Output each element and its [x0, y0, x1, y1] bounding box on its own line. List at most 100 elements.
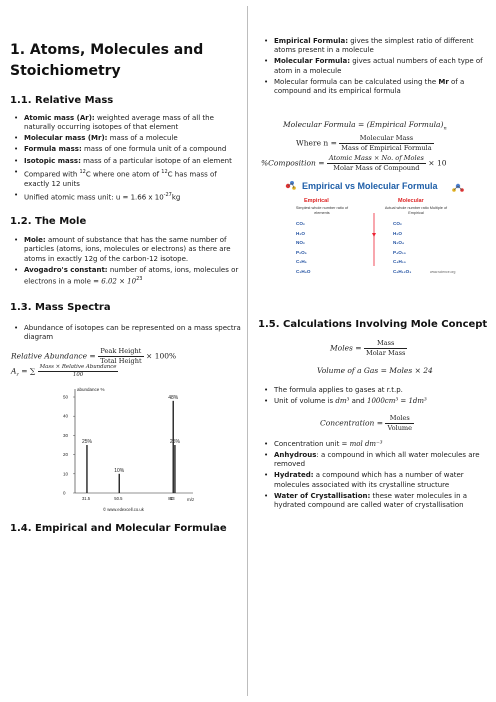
molecular-formula-item: P₄O₁₀	[393, 249, 406, 255]
empirical-formula-item: P₂O₅	[296, 249, 307, 255]
equation-concentration: Concentration = Moles Volume	[320, 414, 415, 433]
list-item: Compared with 12C where one atom of 12C …	[10, 168, 242, 189]
text: and	[349, 397, 367, 406]
term: Avogadro's constant:	[24, 265, 108, 274]
equation-lhs: %Composition =	[261, 158, 325, 168]
definition: amount of substance that has the same nu…	[24, 236, 231, 263]
list-item: Molecular formula can be calculated usin…	[260, 78, 488, 97]
list-item: Formula mass: mass of one formula unit o…	[10, 145, 242, 155]
x-tick-label: 50.5	[114, 496, 123, 501]
empirical-formula-item: C₂H₄O	[296, 268, 311, 274]
equation-lhs: A	[11, 366, 17, 376]
section-heading-mole: 1.2. The Mole	[10, 216, 87, 227]
mole-list: Mole: amount of substance that has the s…	[10, 236, 242, 288]
fraction: Peak Height Total Height	[98, 347, 144, 366]
term: Mole:	[24, 236, 46, 244]
data-label: 25%	[170, 439, 181, 445]
text: C has mass of exactly 12 units	[24, 170, 217, 188]
molecular-formula-item: CO₂	[393, 221, 402, 226]
term: Anhydrous	[274, 451, 317, 460]
equation-lhs: Where n =	[296, 138, 337, 148]
molecular-formula-item: N₂O₄	[393, 240, 405, 245]
list-item: Hydrated: a compound which has a number …	[260, 471, 488, 490]
superscript: 12	[79, 168, 86, 175]
text: Unified atomic mass unit: u = 1.66 x 10	[24, 193, 164, 202]
unit: mol dm⁻³	[349, 440, 383, 448]
fraction: Molecular Mass Mass of Empirical Formula	[339, 134, 434, 153]
page-title-line2: Stoichiometry	[10, 63, 121, 79]
figure-graphics	[285, 181, 464, 266]
equation-molecular-formula: Molecular Formula = (Empirical Formula)n	[283, 120, 447, 132]
list-item: Abundance of isotopes can be represented…	[10, 324, 242, 343]
arrow-icon	[372, 233, 376, 237]
molecular-formula-item: C₄H₁₀	[393, 259, 406, 264]
denominator: Molar Mass	[365, 349, 406, 357]
page-title-line1: 1. Atoms, Molecules and	[10, 42, 204, 58]
x-axis-label: m/z	[187, 497, 195, 502]
list-item: Concentration unit = mol dm⁻³	[260, 440, 488, 450]
data-labels: 25% 10% 48% 25%	[82, 395, 181, 474]
subscript: r	[16, 372, 19, 378]
molecular-formula-item: C₆H₁₂O₃	[393, 268, 412, 274]
term: Molecular mass (Mr):	[24, 134, 108, 143]
definition: mass of one formula unit of a compound	[81, 145, 227, 154]
superscript: 23	[136, 275, 143, 282]
y-tick-label: 30	[63, 433, 69, 438]
data-label: 25%	[82, 439, 93, 445]
text: Molecular formula can be calculated usin…	[274, 77, 439, 86]
empirical-subtitle: Simplest whole number ratio of elements	[295, 206, 349, 215]
numerator: Mass	[363, 339, 408, 349]
molecule-icon-left	[285, 181, 296, 190]
fraction: Atomic Mass × No. of Moles Molar Mass of …	[326, 154, 426, 173]
empirical-vs-molecular-figure: Empirical vs Molecular Formula Empirical…	[280, 178, 468, 278]
definition: weighted average mass of all the natural…	[24, 114, 214, 132]
text: Concentration unit =	[274, 440, 350, 448]
term: Molecular Formula:	[274, 57, 351, 66]
term: Formula mass:	[24, 145, 82, 154]
equation-relative-atomic-mass: Ar = ∑ Mass × Relative Abundance 100	[11, 364, 119, 379]
equation-volume-of-gas: Volume of a Gas = Moles × 24	[317, 366, 433, 375]
denominator: Total Height	[100, 357, 142, 365]
denominator: Mass of Empirical Formula	[341, 144, 432, 152]
equation-n: Where n = Molecular Mass Mass of Empirica…	[296, 134, 434, 153]
avogadro-value: 6.02 × 10	[101, 277, 137, 286]
molecular-formula-item: H₂O	[393, 230, 402, 236]
equation-lhs: Relative Abundance =	[11, 351, 96, 361]
fraction: Mass Molar Mass	[363, 339, 408, 358]
mass-spectra-list: Abundance of isotopes can be represented…	[10, 324, 242, 344]
molecular-heading: Molecular	[398, 198, 424, 204]
definition: gives the simplest ratio of different at…	[274, 37, 474, 55]
sum-sign: = ∑	[18, 366, 36, 376]
subscript: n	[443, 125, 447, 132]
y-tick-label: 50	[63, 395, 69, 400]
definition: number of atoms, ions, molecules or elec…	[24, 265, 239, 286]
y-tick-label: 10	[63, 471, 69, 476]
x-tick-label: 83	[170, 496, 175, 501]
section-heading-mole-calculations: 1.5. Calculations Involving Mole Concept	[258, 319, 488, 330]
equation-relative-abundance: Relative Abundance = Peak Height Total He…	[11, 347, 176, 366]
empirical-formula-item: C₂H₅	[296, 259, 307, 264]
fraction: Mass × Relative Abundance 100	[37, 364, 119, 379]
list-item: Molecular mass (Mr): mass of a molecule	[10, 134, 242, 144]
equation-rhs: × 10	[428, 158, 447, 168]
definition: : a compound in which all water molecule…	[274, 451, 480, 469]
list-item: Unit of volume is dm³ and 1000cm³ = 1dm³	[260, 397, 488, 407]
bars	[86, 400, 176, 493]
list-item: The formula applies to gases at r.t.p.	[260, 386, 488, 396]
list-item: Empirical Formula: gives the simplest ra…	[260, 37, 488, 56]
list-item: Molecular Formula: gives actual numbers …	[260, 57, 488, 76]
y-axis-label: abundance %	[77, 387, 105, 392]
empirical-formula-item: CO₂	[296, 221, 305, 226]
denominator: Molar Mass of Compound	[333, 164, 420, 172]
equation-rhs: × 100%	[146, 351, 177, 361]
empirical-formula-list: CO₂ H₂O NO₂ P₂O₅ C₂H₅ C₂H₄O	[296, 219, 310, 276]
text: of a compound and its empirical formula	[274, 77, 465, 96]
y-tick-label: 20	[63, 452, 69, 457]
superscript: 12	[161, 168, 168, 175]
text: C where one atom of	[85, 170, 162, 179]
empirical-formula-item: H₂O	[296, 230, 305, 236]
list-item: Unified atomic mass unit: u = 1.66 x 10-…	[10, 191, 242, 203]
list-item: Anhydrous: a compound in which all water…	[260, 451, 488, 470]
molecular-formula-list: CO₂ H₂O N₂O₄ P₄O₁₀ C₄H₁₀ C₆H₁₂O₃	[393, 219, 411, 276]
